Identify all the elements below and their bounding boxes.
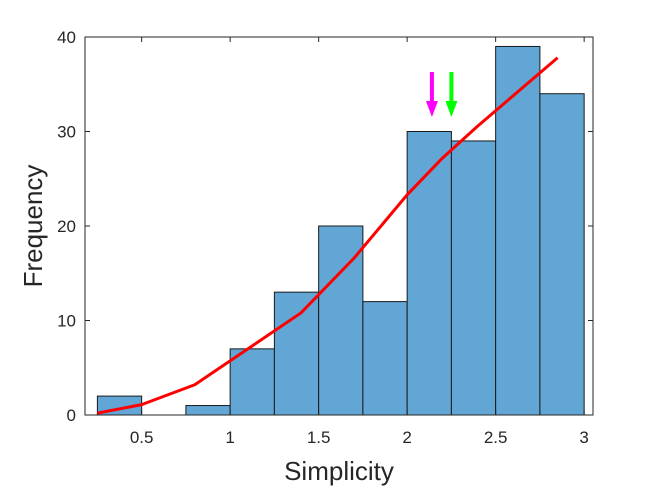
x-tick-label: 1 [225, 428, 234, 447]
x-tick-label: 2 [402, 428, 411, 447]
x-tick-label: 0.5 [130, 428, 154, 447]
y-tick-label: 10 [57, 312, 76, 331]
fit-line-layer [97, 56, 559, 415]
x-axis-ticks: 0.5 1 1.5 2 2.5 3 [130, 37, 589, 447]
y-tick-label: 30 [57, 123, 76, 142]
histogram-bar [450, 140, 497, 416]
y-tick-label: 20 [57, 217, 76, 236]
x-tick-label: 1.5 [307, 428, 331, 447]
bars-layer [96, 45, 585, 416]
histogram-bar [229, 348, 275, 416]
down-arrow-marker [445, 72, 458, 117]
fit-line [97, 56, 559, 415]
down-arrow-marker [425, 72, 438, 117]
arrows-layer [425, 72, 458, 117]
histogram-bar [495, 45, 541, 416]
histogram-bar [362, 301, 408, 416]
x-tick-label: 2.5 [484, 428, 508, 447]
y-tick-label: 0 [67, 406, 76, 425]
histogram-bar [539, 93, 585, 416]
y-tick-label: 40 [57, 28, 76, 47]
y-axis-title: Frequency [18, 165, 48, 288]
histogram-bar [406, 131, 452, 416]
histogram-bar [185, 405, 231, 416]
x-axis-title: Simplicity [284, 456, 394, 486]
histogram-bar [273, 291, 320, 416]
x-tick-label: 3 [579, 428, 588, 447]
y-axis-ticks: 0 10 20 30 40 [57, 28, 593, 425]
